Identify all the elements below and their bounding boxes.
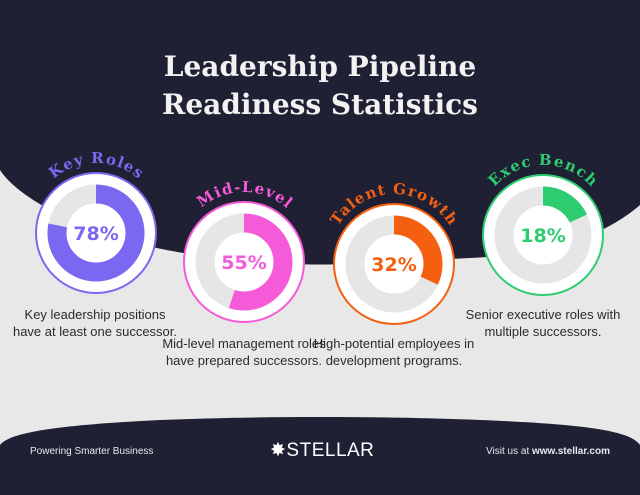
ring-progress: [345, 215, 443, 313]
stat-value: 18%: [520, 225, 565, 247]
ring-progress: [494, 186, 592, 284]
stat-value: 55%: [221, 252, 266, 274]
stat-ring-exec-bench: 18%Exec Bench: [482, 151, 604, 296]
footer-tagline: Powering Smarter Business: [30, 446, 154, 457]
title-line-2: Readiness Statistics: [162, 88, 478, 121]
star-logo-icon: ✸: [270, 440, 287, 461]
title-line-1: Leadership Pipeline: [163, 50, 477, 83]
stat-value: 32%: [371, 254, 416, 276]
header-dark-shape: [0, 0, 640, 265]
ring-center: [67, 204, 125, 262]
stat-description: Key leadership positions have at least o…: [12, 307, 178, 339]
stat-description: Mid-level management roles have prepared…: [162, 336, 326, 368]
stat-description: High-potential employees in development …: [313, 336, 475, 368]
ring-progress: [195, 213, 293, 311]
footer-visit: Visit us at www.stellar.com: [486, 446, 610, 457]
visit-prefix: Visit us at: [486, 446, 532, 457]
stat-ring-talent-growth: 32%Talent Growth: [326, 180, 462, 325]
ring-center: [215, 233, 273, 291]
page-title: Leadership Pipeline Readiness Statistics: [0, 48, 640, 124]
website-link[interactable]: www.stellar.com: [532, 446, 610, 457]
footer-dark-shape: [0, 417, 640, 495]
stat-description: Senior executive roles with multiple suc…: [465, 307, 621, 339]
brand-logo: ✸STELLAR: [270, 439, 374, 462]
ring-progress: [47, 184, 145, 282]
stat-value: 78%: [73, 223, 118, 245]
ring-center: [514, 206, 572, 264]
ring-center: [365, 235, 423, 293]
brand-name: STELLAR: [286, 440, 375, 461]
